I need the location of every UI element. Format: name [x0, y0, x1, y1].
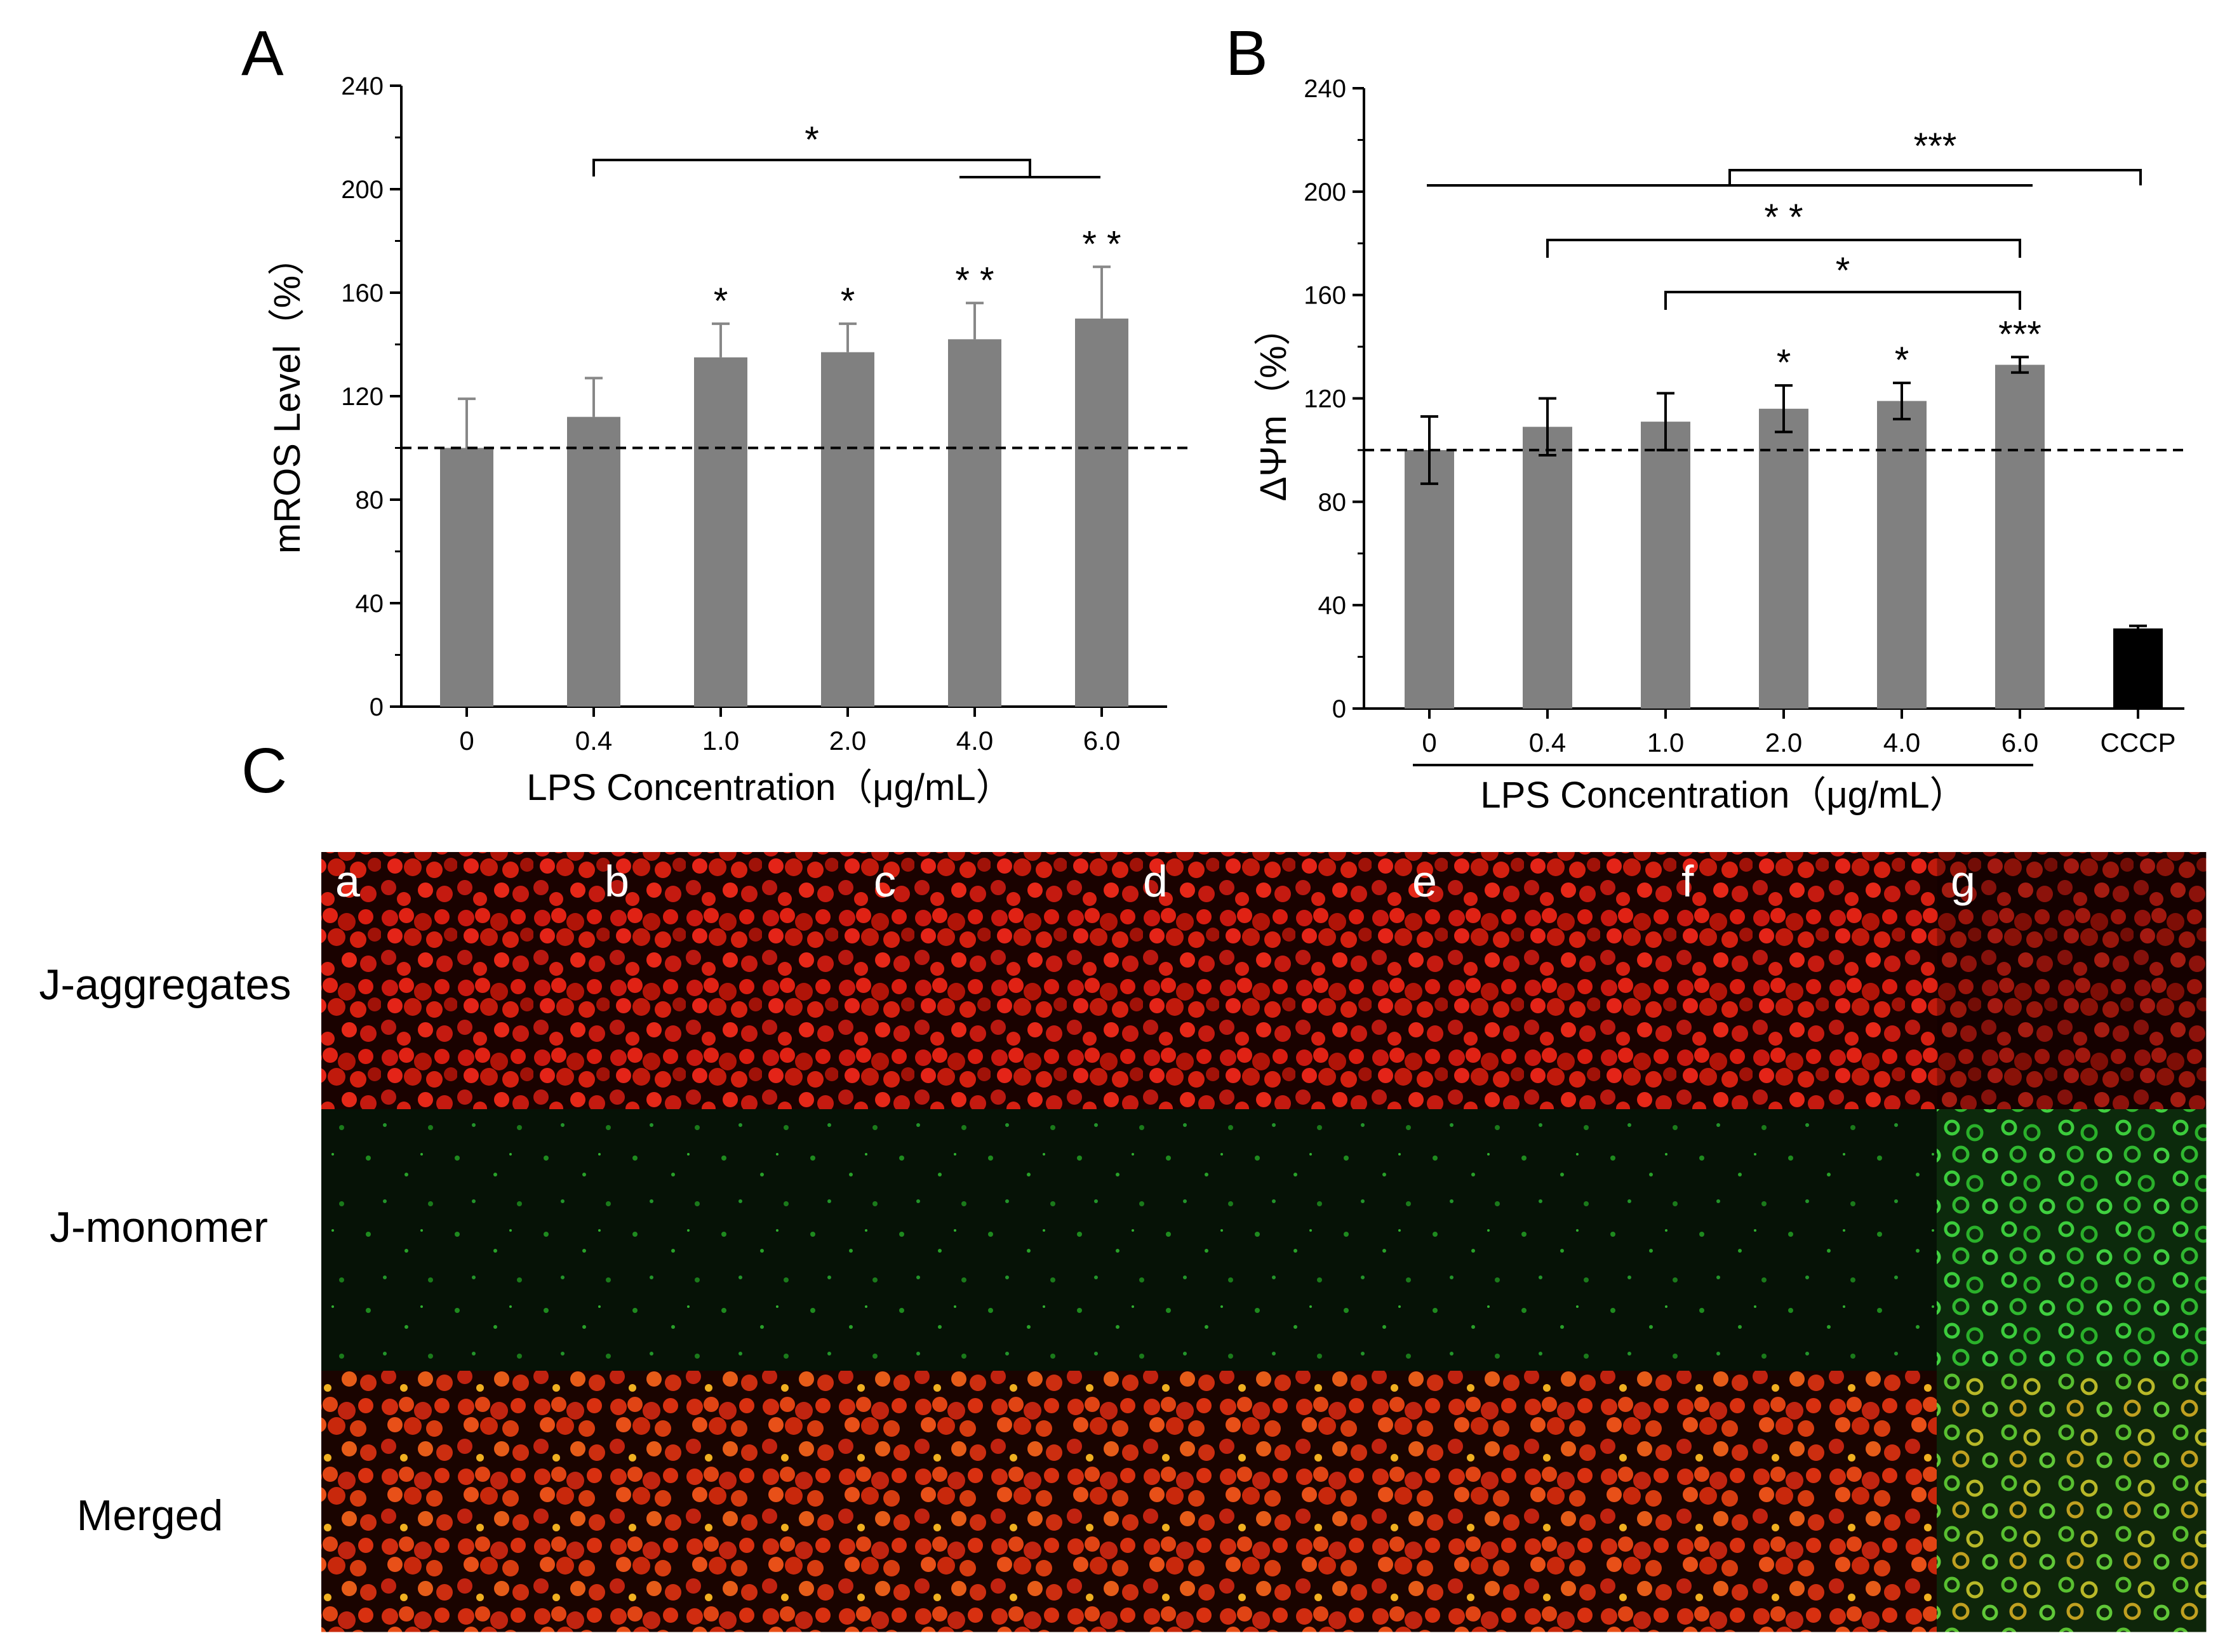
- micrograph-merged-f: [1667, 1371, 1937, 1632]
- column-label-c: c: [874, 856, 896, 906]
- column-label-d: d: [1143, 856, 1168, 906]
- micrograph-merged-c: [860, 1371, 1130, 1632]
- panel-letter-c: C: [241, 735, 287, 806]
- chart-b-y-axis-title: ΔΨm（%）: [1253, 309, 1294, 501]
- chart-a-category-2: 1.0: [702, 726, 739, 756]
- micrograph-j-monomer-c: [860, 1109, 1130, 1371]
- chart-a-ytick-label: 120: [341, 383, 384, 411]
- micrograph-merged-g: [1937, 1371, 2207, 1632]
- chart-b-category-6: CCCP: [2100, 728, 2175, 757]
- chart-a-bar-4: [948, 339, 1001, 707]
- chart-a-ytick-label: 0: [370, 693, 384, 721]
- column-label-b: b: [605, 856, 629, 906]
- chart-a-category-4: 4.0: [956, 726, 993, 756]
- chart-b-x-axis-title: LPS Concentration（μg/mL）: [1480, 775, 1966, 816]
- chart-b-significance-4: *: [1895, 340, 1909, 381]
- chart-b-bracket-2-label: * *: [1764, 197, 1803, 238]
- chart-a-category-3: 2.0: [829, 726, 866, 756]
- chart-a-significance-4: * *: [955, 260, 994, 301]
- chart-b-bar-6: [2113, 628, 2163, 709]
- chart-b-ytick-label: 120: [1304, 385, 1346, 413]
- row-label-merged: Merged: [77, 1491, 224, 1540]
- chart-b-ytick-label: 240: [1304, 75, 1346, 103]
- chart-b-bar-0: [1405, 450, 1454, 709]
- chart-b-significance-5: ***: [1998, 314, 2041, 355]
- panel-letter-b: B: [1226, 18, 1268, 89]
- column-label-e: e: [1412, 856, 1437, 906]
- micrograph-j-monomer-f: [1667, 1109, 1937, 1371]
- chart-a-ytick-label: 80: [356, 486, 384, 514]
- chart-a-bracket-1-label: *: [805, 119, 819, 161]
- chart-a-bracket-1: [592, 159, 1031, 177]
- chart-a-significance-3: *: [841, 281, 855, 322]
- chart-b-membrane-potential: 0 40 80 120 160 200 240 0 0.4 1.0 2.0 4.0 6.0 CCCP *…: [1253, 75, 2184, 816]
- chart-b-category-5: 6.0: [2001, 728, 2038, 757]
- chart-a-ytick-label: 160: [341, 279, 384, 307]
- chart-a-bar-0: [440, 448, 493, 707]
- chart-b-ytick-label: 40: [1318, 592, 1347, 620]
- chart-b-category-3: 2.0: [1765, 728, 1802, 757]
- chart-b-bar-5: [1995, 364, 2045, 709]
- micrograph-j-monomer-g: [1937, 1109, 2207, 1371]
- chart-a-ytick-label: 240: [341, 72, 384, 100]
- chart-a-category-0: 0: [459, 726, 474, 756]
- micrograph-j-aggregates-a: [321, 852, 591, 1110]
- chart-a-bar-5: [1075, 318, 1128, 707]
- micrograph-j-aggregates-d: [1129, 852, 1399, 1110]
- micrograph-j-monomer-a: [321, 1109, 591, 1371]
- micrograph-j-aggregates-f: [1667, 852, 1937, 1110]
- micrograph-j-monomer-e: [1398, 1109, 1668, 1371]
- micrograph-merged-a: [321, 1371, 591, 1632]
- chart-b-bracket-1: [1728, 169, 2142, 185]
- chart-b-ytick-label: 0: [1332, 695, 1346, 723]
- micrograph-j-aggregates-e: [1398, 852, 1668, 1110]
- chart-b-significance-3: *: [1777, 342, 1791, 383]
- chart-a-ytick-label: 200: [341, 176, 384, 204]
- chart-b-category-2: 1.0: [1647, 728, 1684, 757]
- chart-b-bracket-2: [1546, 239, 2021, 258]
- chart-a-bar-2: [694, 357, 747, 707]
- chart-b-bar-1: [1523, 427, 1572, 709]
- micrograph-merged-d: [1129, 1371, 1399, 1632]
- chart-a-x-axis-title: LPS Concentration（μg/mL）: [526, 767, 1012, 808]
- chart-b-category-4: 4.0: [1883, 728, 1920, 757]
- row-label-j-monomer: J-monomer: [50, 1203, 268, 1251]
- chart-b-category-1: 0.4: [1529, 728, 1566, 757]
- column-label-f: f: [1681, 856, 1694, 906]
- micrograph-j-aggregates-g: [1937, 852, 2207, 1110]
- chart-b-bracket-1-label: ***: [1914, 126, 1957, 167]
- chart-a-category-1: 0.4: [575, 726, 612, 756]
- chart-a-bar-3: [821, 352, 874, 707]
- micrograph-j-monomer-d: [1129, 1109, 1399, 1371]
- chart-b-category-0: 0: [1422, 728, 1436, 757]
- chart-a-category-5: 6.0: [1083, 726, 1120, 756]
- chart-a-mros: 0 40 80 120 160 200 240 0 0.4 1.0 2.0 4.0 6.0 * * * *…: [267, 72, 1187, 808]
- chart-b-bar-2: [1641, 422, 1690, 709]
- column-label-g: g: [1951, 856, 1975, 906]
- chart-a-bar-1: [567, 416, 620, 707]
- micrograph-j-aggregates-b: [591, 852, 860, 1110]
- chart-b-bar-4: [1877, 401, 1927, 709]
- chart-a-ytick-label: 40: [356, 590, 384, 618]
- micrograph-merged-b: [591, 1371, 860, 1632]
- micrograph-j-aggregates-c: [860, 852, 1130, 1110]
- chart-a-significance-5: * *: [1082, 223, 1121, 265]
- chart-a-y-axis-title: mROS Level（%）: [267, 239, 308, 554]
- chart-b-bracket-3: [1664, 291, 2021, 310]
- column-label-a: a: [335, 856, 360, 906]
- chart-b-ytick-label: 200: [1304, 178, 1346, 206]
- micrograph-j-monomer-b: [591, 1109, 860, 1371]
- chart-b-ytick-label: 80: [1318, 488, 1347, 516]
- panel-letter-a: A: [241, 18, 284, 89]
- chart-b-bracket-3-label: *: [1836, 250, 1850, 291]
- micrograph-merged-e: [1398, 1371, 1668, 1632]
- chart-a-significance-2: *: [714, 281, 728, 322]
- row-label-j-aggregates: J-aggregates: [39, 961, 291, 1009]
- chart-b-ytick-label: 160: [1304, 282, 1346, 310]
- chart-b-bar-3: [1759, 408, 1808, 709]
- micrograph-grid: a b c d e f g: [321, 852, 2207, 1632]
